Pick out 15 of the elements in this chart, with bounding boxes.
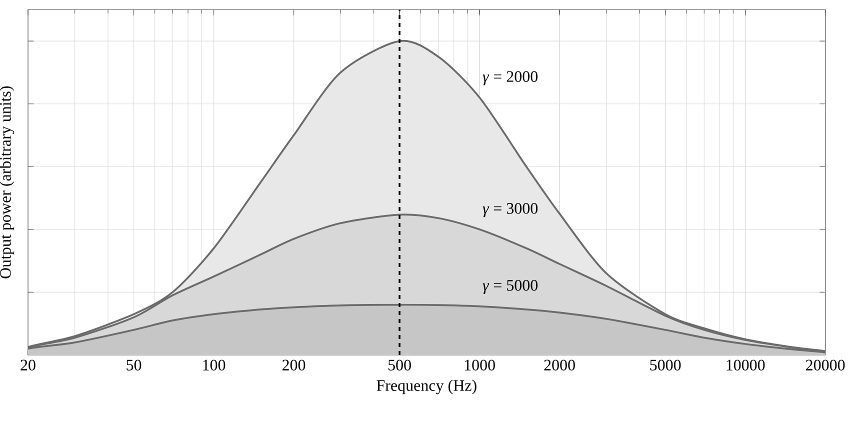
series-label: γ = 3000 (482, 203, 538, 218)
x-tick-label: 100 (203, 360, 226, 370)
x-tick-label: 10000 (726, 360, 765, 370)
x-tick-label: 200 (282, 360, 306, 370)
x-tick-label: 500 (388, 360, 411, 370)
x-tick-label: 20 (20, 360, 36, 370)
series-label: γ = 5000 (482, 280, 538, 294)
y-axis-title: Output power (arbitrary units) (0, 86, 14, 278)
series-label: γ = 2000 (482, 71, 538, 86)
x-tick-label: 20000 (806, 360, 845, 370)
x-tick-label: 1000 (464, 360, 495, 370)
x-axis-title: Frequency (Hz) (376, 380, 476, 394)
x-tick-label: 5000 (650, 360, 681, 370)
x-tick-label: 2000 (544, 360, 575, 370)
x-tick-label: 50 (126, 360, 142, 370)
